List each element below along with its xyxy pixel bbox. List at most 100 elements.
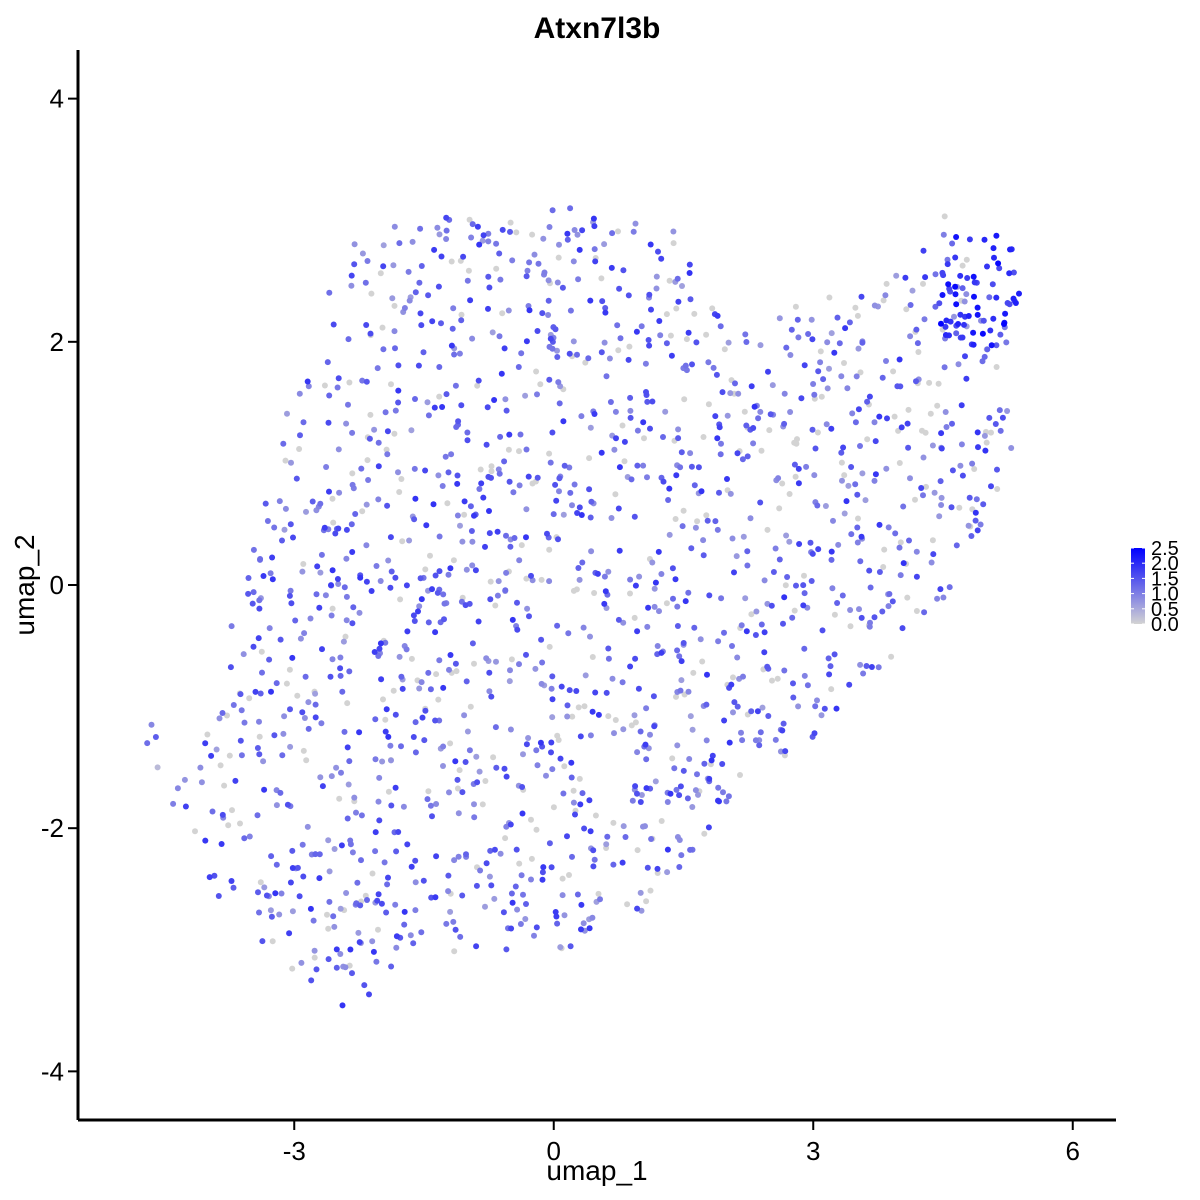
cell-point bbox=[606, 355, 613, 362]
cell-point bbox=[556, 241, 562, 248]
cell-point bbox=[645, 604, 652, 611]
cell-point bbox=[464, 728, 471, 735]
cell-point bbox=[416, 279, 423, 286]
cell-point bbox=[309, 498, 316, 505]
cell-point bbox=[905, 444, 912, 451]
cell-point bbox=[913, 608, 920, 614]
cell-point bbox=[198, 779, 205, 786]
cell-point bbox=[392, 345, 398, 352]
cell-point bbox=[811, 730, 818, 737]
cell-point bbox=[237, 820, 243, 827]
cell-point bbox=[831, 611, 838, 618]
cell-point bbox=[286, 930, 293, 937]
cell-point bbox=[400, 803, 407, 810]
cell-point bbox=[576, 504, 583, 511]
cell-point bbox=[814, 429, 821, 436]
cell-point bbox=[855, 345, 862, 352]
cell-point bbox=[904, 594, 911, 601]
cell-point bbox=[571, 227, 578, 233]
cell-point bbox=[391, 223, 398, 230]
cell-point bbox=[282, 505, 289, 512]
cell-point bbox=[435, 472, 442, 479]
cell-point bbox=[377, 270, 384, 277]
cell-point bbox=[963, 375, 970, 382]
cell-point bbox=[388, 963, 395, 970]
cell-point bbox=[573, 688, 580, 694]
cell-point bbox=[553, 497, 560, 504]
cell-point bbox=[602, 588, 609, 595]
cell-point bbox=[868, 664, 875, 670]
cell-point bbox=[523, 651, 529, 658]
cell-point bbox=[612, 408, 619, 415]
cell-point bbox=[363, 378, 370, 385]
cell-point bbox=[897, 572, 904, 579]
cell-point bbox=[380, 346, 387, 353]
cell-point bbox=[683, 367, 690, 374]
cell-point bbox=[751, 403, 758, 410]
cell-point bbox=[382, 409, 389, 416]
cell-point bbox=[294, 864, 301, 871]
cell-point bbox=[920, 454, 927, 461]
cell-point bbox=[858, 614, 865, 621]
cell-point bbox=[611, 730, 617, 737]
cell-point bbox=[488, 882, 495, 889]
cell-point bbox=[447, 565, 454, 572]
cell-point bbox=[646, 342, 653, 349]
cell-point bbox=[875, 664, 882, 671]
cell-point bbox=[467, 297, 474, 304]
cell-point bbox=[463, 678, 470, 685]
cell-point bbox=[432, 717, 439, 724]
cell-point bbox=[471, 814, 478, 821]
cell-point bbox=[181, 776, 188, 783]
cell-point bbox=[700, 537, 707, 544]
cell-point bbox=[330, 321, 337, 328]
cell-point bbox=[808, 316, 815, 323]
cell-point bbox=[219, 710, 226, 716]
cell-point bbox=[506, 431, 513, 438]
cell-point bbox=[685, 589, 692, 596]
cell-point bbox=[357, 574, 364, 581]
cell-point bbox=[447, 740, 454, 747]
cell-point bbox=[534, 328, 541, 334]
cell-point bbox=[651, 585, 658, 592]
cell-point bbox=[926, 379, 933, 386]
cell-point bbox=[680, 640, 687, 646]
cell-point bbox=[845, 482, 852, 489]
cell-point bbox=[818, 712, 825, 719]
cell-point bbox=[486, 530, 493, 537]
cell-point bbox=[287, 879, 294, 886]
cell-point bbox=[412, 749, 419, 756]
cell-point bbox=[653, 273, 660, 280]
cell-point bbox=[704, 517, 711, 524]
cell-point bbox=[228, 878, 235, 884]
cell-point bbox=[587, 424, 594, 431]
cell-point bbox=[657, 332, 664, 339]
cell-point bbox=[607, 399, 614, 405]
cell-point bbox=[609, 230, 616, 237]
cell-point bbox=[616, 285, 623, 292]
cell-point bbox=[820, 376, 827, 383]
cell-point bbox=[716, 798, 722, 805]
cell-point bbox=[940, 594, 947, 601]
cell-point bbox=[723, 798, 730, 805]
cell-point bbox=[316, 604, 323, 611]
cell-point bbox=[556, 475, 563, 482]
cell-point bbox=[255, 889, 261, 896]
cell-point bbox=[782, 748, 789, 755]
cell-point bbox=[817, 359, 824, 366]
cell-point bbox=[588, 548, 595, 555]
cell-point bbox=[322, 592, 329, 599]
cell-point bbox=[491, 846, 498, 853]
cell-point bbox=[324, 911, 330, 918]
cell-point bbox=[740, 533, 747, 540]
cell-point bbox=[989, 281, 996, 288]
cell-point bbox=[582, 359, 589, 366]
cell-point bbox=[363, 501, 370, 508]
cell-point bbox=[364, 258, 371, 264]
cell-point bbox=[934, 595, 941, 602]
cell-point bbox=[686, 270, 693, 276]
cell-point bbox=[629, 797, 636, 804]
cell-point bbox=[549, 207, 556, 214]
cell-point bbox=[611, 446, 618, 453]
